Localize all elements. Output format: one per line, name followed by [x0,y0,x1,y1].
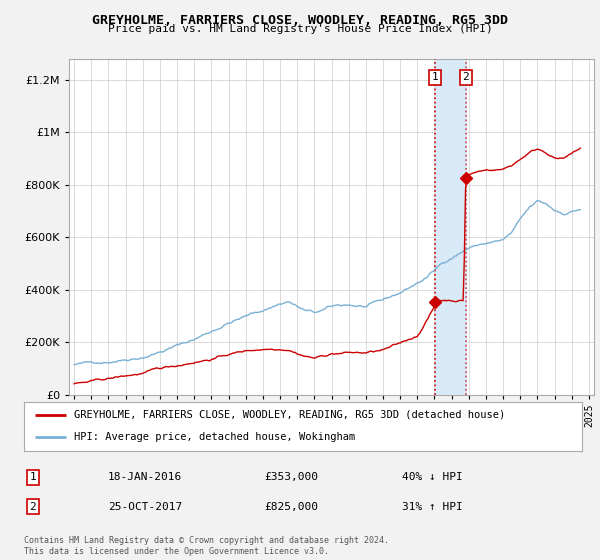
Text: 40% ↓ HPI: 40% ↓ HPI [402,472,463,482]
Text: GREYHOLME, FARRIERS CLOSE, WOODLEY, READING, RG5 3DD (detached house): GREYHOLME, FARRIERS CLOSE, WOODLEY, READ… [74,410,505,420]
Text: GREYHOLME, FARRIERS CLOSE, WOODLEY, READING, RG5 3DD: GREYHOLME, FARRIERS CLOSE, WOODLEY, READ… [92,14,508,27]
Text: HPI: Average price, detached house, Wokingham: HPI: Average price, detached house, Woki… [74,432,355,442]
Text: Contains HM Land Registry data © Crown copyright and database right 2024.
This d: Contains HM Land Registry data © Crown c… [24,536,389,556]
Text: Price paid vs. HM Land Registry's House Price Index (HPI): Price paid vs. HM Land Registry's House … [107,24,493,34]
Text: 31% ↑ HPI: 31% ↑ HPI [402,502,463,512]
Text: £353,000: £353,000 [264,472,318,482]
Text: 1: 1 [29,472,37,482]
Text: £825,000: £825,000 [264,502,318,512]
Text: 2: 2 [29,502,37,512]
Text: 18-JAN-2016: 18-JAN-2016 [108,472,182,482]
Text: 1: 1 [432,72,439,82]
Text: 25-OCT-2017: 25-OCT-2017 [108,502,182,512]
Bar [435,59,466,395]
Text: 2: 2 [462,72,469,82]
